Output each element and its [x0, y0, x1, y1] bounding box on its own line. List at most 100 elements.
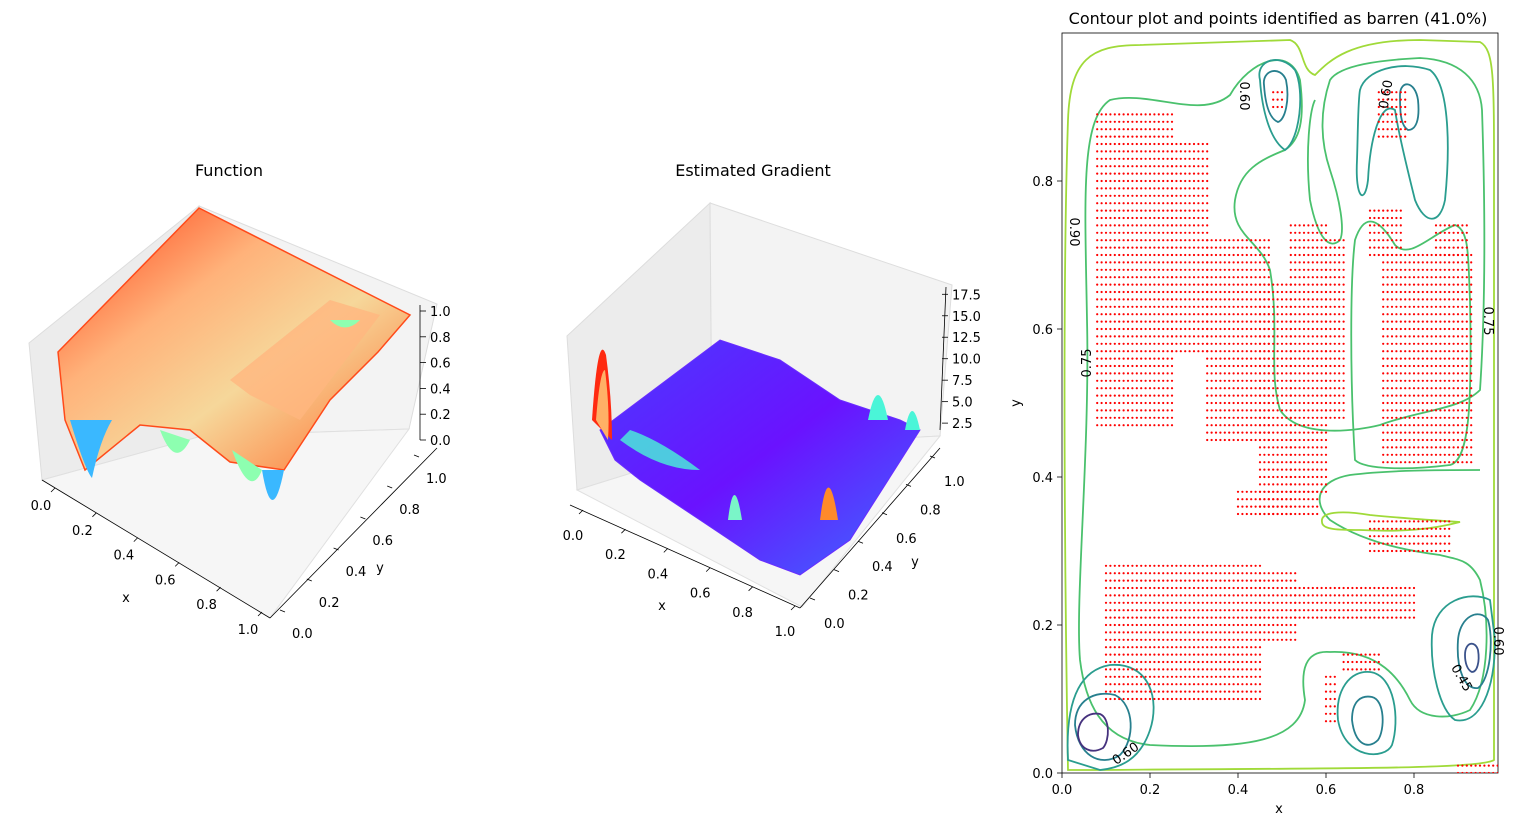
barren-point [1135, 364, 1138, 368]
barren-point [1386, 601, 1389, 604]
barren-point [1223, 638, 1226, 641]
barren-point [1439, 424, 1442, 427]
contour-level-045c [1074, 692, 1132, 761]
barren-point [1184, 239, 1187, 242]
barren-point [1245, 394, 1248, 397]
barren-point [1162, 194, 1165, 197]
barren-point [1324, 601, 1328, 604]
barren-point [1201, 594, 1204, 597]
barren-point [1342, 653, 1345, 656]
barren-point [1223, 424, 1226, 427]
barren-point [1250, 638, 1253, 641]
barren-point [1329, 616, 1332, 619]
barren-point [1201, 187, 1204, 190]
barren-point [1263, 498, 1266, 501]
barren-point [1294, 461, 1297, 464]
barren-point [1135, 638, 1138, 641]
barren-point [1316, 305, 1319, 308]
barren-point [1179, 601, 1182, 604]
barren-point [1285, 505, 1288, 508]
barren-point [1333, 335, 1336, 338]
barren-point [1153, 202, 1156, 205]
barren-point [1157, 313, 1160, 316]
barren-point [1272, 91, 1275, 94]
barren-point [1443, 535, 1446, 538]
barren-point [1430, 305, 1433, 308]
barren-point [1456, 446, 1460, 449]
barren-point [1166, 594, 1169, 597]
barren-point [1188, 298, 1191, 301]
barren-point [1162, 631, 1165, 634]
barren-point [1197, 246, 1200, 249]
barren-point [1096, 268, 1099, 271]
barren-point [1408, 586, 1411, 590]
barren-point [1192, 268, 1196, 271]
barren-point [1386, 416, 1389, 419]
barren-point [1184, 283, 1187, 286]
barren-point [1250, 372, 1253, 375]
barren-point [1421, 364, 1424, 368]
barren-point [1157, 290, 1160, 294]
barren-point [1351, 609, 1354, 612]
barren-point [1395, 91, 1398, 94]
barren-point [1267, 253, 1270, 257]
barren-point [1386, 305, 1389, 308]
barren-point [1166, 276, 1169, 279]
barren-point [1131, 142, 1134, 146]
barren-point [1258, 335, 1262, 338]
barren-point [1135, 172, 1138, 175]
barren-point [1135, 327, 1138, 331]
barren-point [1100, 327, 1103, 331]
barren-point [1289, 387, 1292, 390]
barren-point [1443, 342, 1446, 345]
barren-point [1386, 98, 1389, 101]
barren-point [1113, 683, 1116, 686]
barren-point [1113, 194, 1116, 197]
barren-point [1294, 342, 1297, 345]
barren-point [1316, 601, 1319, 604]
barren-point [1377, 216, 1380, 220]
gradient-x-tick [663, 548, 669, 553]
gradient-x-tick-label: 1.0 [775, 625, 796, 640]
barren-point [1421, 424, 1424, 427]
barren-point [1162, 379, 1165, 382]
barren-point [1170, 601, 1174, 604]
barren-point [1100, 216, 1103, 220]
barren-point [1162, 342, 1165, 345]
barren-point [1100, 357, 1103, 360]
barren-point [1399, 253, 1402, 257]
barren-point [1206, 202, 1209, 205]
barren-point [1250, 431, 1253, 434]
barren-point [1390, 268, 1394, 271]
barren-point [1201, 660, 1204, 664]
barren-point [1382, 401, 1385, 405]
barren-point [1223, 572, 1226, 575]
barren-point [1333, 320, 1336, 323]
barren-point [1104, 224, 1108, 227]
barren-point [1250, 268, 1253, 271]
barren-point [1289, 298, 1292, 301]
barren-point [1452, 246, 1455, 249]
barren-point [1144, 194, 1147, 197]
barren-point [1148, 231, 1152, 234]
barren-point [1214, 675, 1218, 678]
barren-point [1377, 98, 1380, 101]
function-x-tick-label: 0.0 [31, 499, 52, 514]
barren-point [1250, 498, 1253, 501]
barren-point [1465, 379, 1468, 382]
barren-point [1443, 246, 1446, 249]
barren-point [1096, 394, 1099, 397]
barren-point [1324, 720, 1328, 723]
barren-point [1302, 616, 1306, 619]
barren-point [1241, 690, 1244, 693]
contour-level-060e [1430, 595, 1496, 722]
barren-point [1267, 290, 1270, 294]
barren-point [1100, 246, 1103, 249]
barren-point [1245, 579, 1248, 582]
barren-point [1302, 394, 1306, 397]
barren-point [1267, 601, 1270, 604]
barren-point [1276, 387, 1279, 390]
barren-point [1232, 586, 1235, 590]
barren-point [1144, 157, 1147, 160]
barren-point [1386, 350, 1389, 353]
